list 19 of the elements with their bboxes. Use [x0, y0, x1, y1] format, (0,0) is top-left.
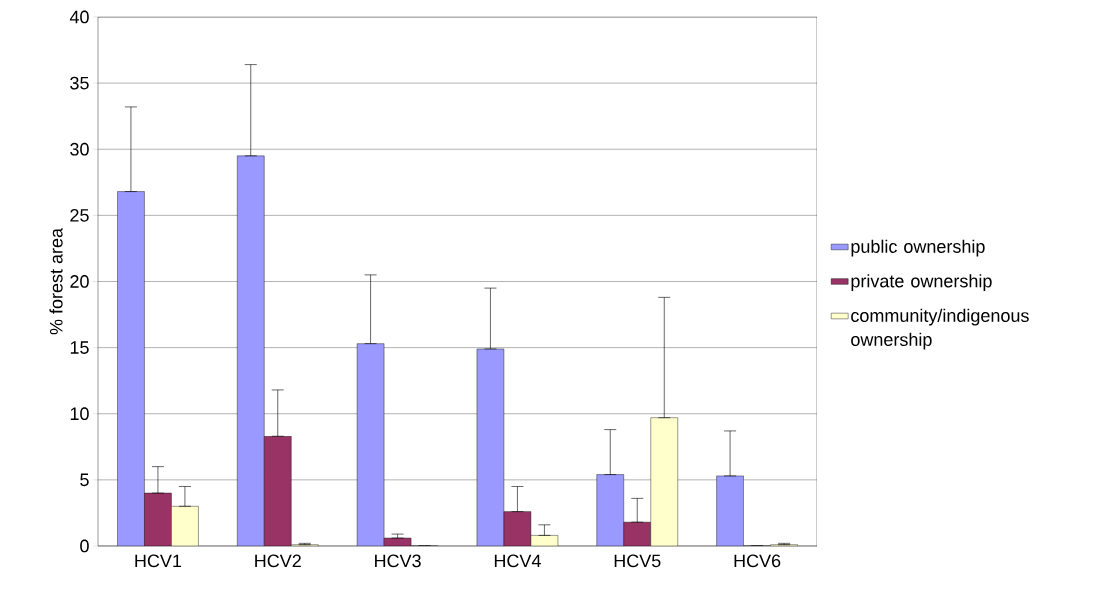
- x-tick-label: HCV3: [375, 554, 421, 568]
- y-tick-label: 0: [80, 539, 89, 553]
- y-tick-label: 40: [69, 10, 89, 24]
- x-tick-label: HCV2: [255, 554, 301, 568]
- legend-label: community/indigenous ownership: [851, 308, 1029, 350]
- y-tick-label: 30: [70, 142, 89, 156]
- y-tick-label: 5: [80, 473, 89, 487]
- y-axis-title: % forest area: [49, 227, 63, 335]
- x-tick-label: HCV6: [734, 554, 781, 568]
- x-tick-label: HCV4: [494, 554, 541, 568]
- legend-label: private ownership: [851, 274, 992, 291]
- y-tick-label: 15: [70, 341, 89, 354]
- y-tick-label: 35: [70, 76, 89, 90]
- legend-label: public ownership: [851, 239, 985, 257]
- x-tick-label: HCV5: [614, 554, 661, 568]
- y-tick-label: 25: [70, 208, 89, 222]
- x-tick-label: HCV1: [135, 554, 182, 568]
- y-tick-label: 20: [70, 275, 89, 288]
- y-tick-label: 10: [70, 407, 89, 421]
